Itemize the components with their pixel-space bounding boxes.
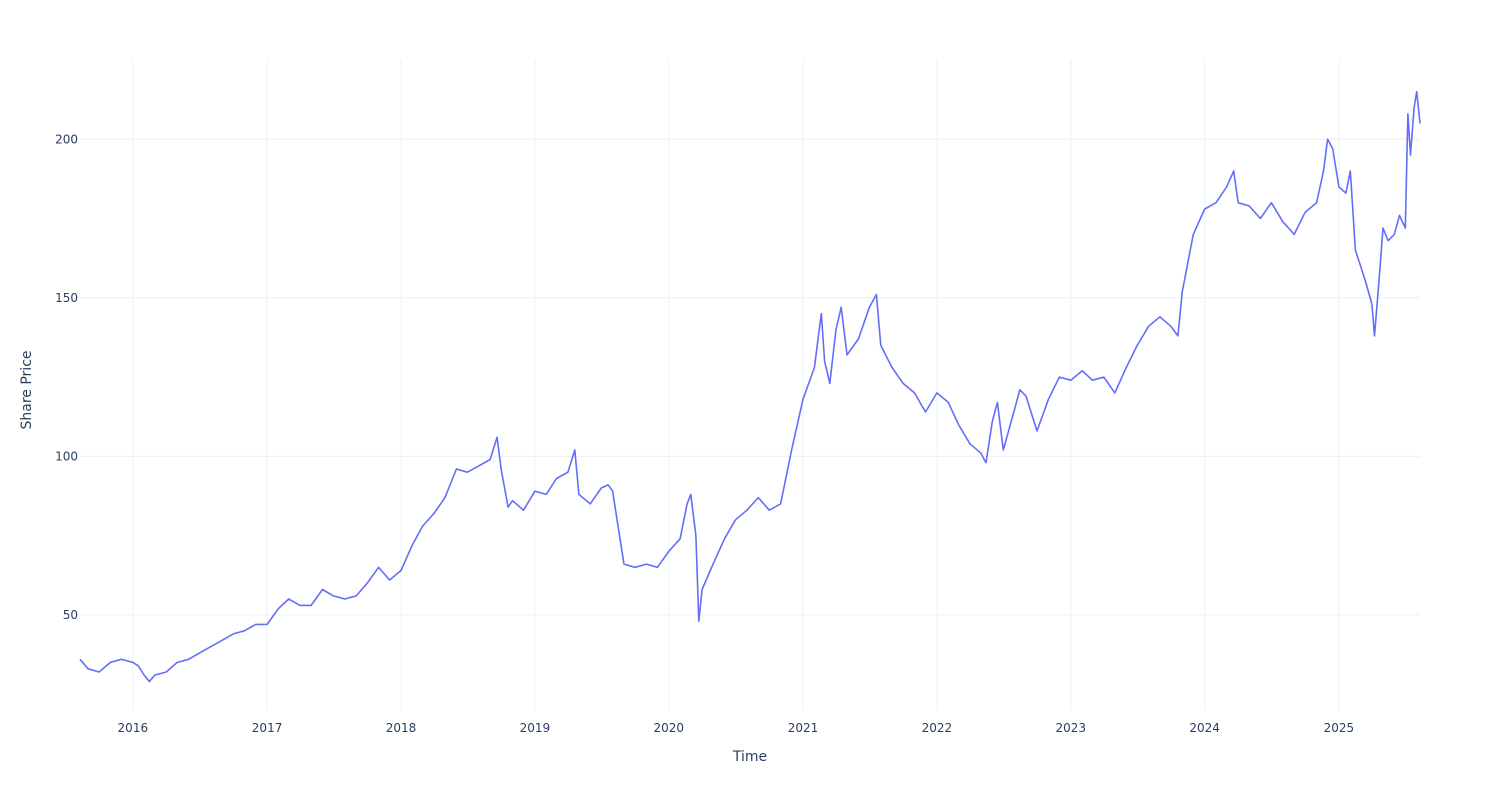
y-tick-label: 150 — [55, 291, 78, 305]
gridlines — [80, 60, 1420, 710]
x-tick-label: 2019 — [520, 721, 551, 735]
x-tick-label: 2022 — [922, 721, 953, 735]
y-tick-label: 50 — [63, 608, 78, 622]
x-tick-label: 2024 — [1189, 721, 1220, 735]
x-tick-label: 2018 — [386, 721, 417, 735]
price-line — [79, 90, 1421, 683]
x-tick-label: 2021 — [788, 721, 819, 735]
price-line-series — [79, 90, 1421, 683]
y-axis-ticks: 50 100 150 200 — [55, 132, 78, 622]
x-axis-ticks: 2016 2017 2018 2019 2020 2021 2022 2023 2024 2025 — [118, 721, 1355, 735]
x-tick-label: 2017 — [252, 721, 283, 735]
x-tick-label: 2020 — [653, 721, 684, 735]
x-tick-label: 2016 — [118, 721, 149, 735]
x-axis-title: Time — [732, 749, 767, 765]
y-axis-title: Share Price — [19, 350, 35, 429]
x-tick-label: 2025 — [1324, 721, 1355, 735]
y-tick-label: 100 — [55, 449, 78, 463]
y-tick-label: 200 — [55, 132, 78, 146]
x-tick-label: 2023 — [1056, 721, 1087, 735]
